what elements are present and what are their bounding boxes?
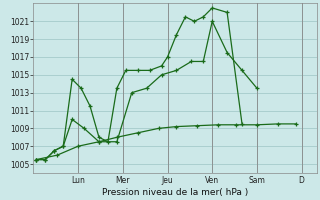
X-axis label: Pression niveau de la mer( hPa ): Pression niveau de la mer( hPa )	[102, 188, 248, 197]
